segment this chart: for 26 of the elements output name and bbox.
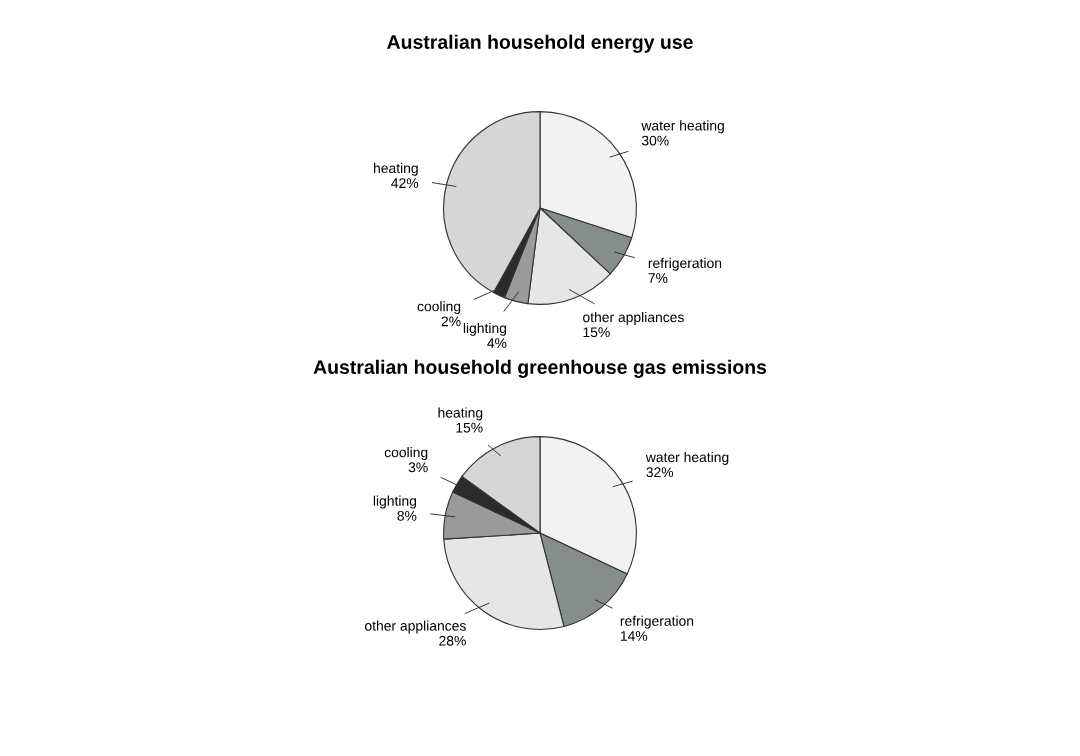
slice-label: heating [438,407,483,421]
data-label: 8% [397,510,417,521]
data-label: 28% [439,635,466,646]
slice-label: heating [374,162,418,176]
slice-label: water heating [641,120,724,134]
data-label: 32% [646,467,674,478]
slice-label: lighting [463,322,507,336]
slice-label: lighting [373,495,416,509]
data-label: 4% [487,338,507,348]
data-label: 15% [456,422,483,433]
data-label: 2% [441,316,461,327]
slice-label: cooling [384,447,428,460]
data-label: 42% [391,178,419,188]
data-label: 14% [620,631,648,641]
chart-title: Australian household energy use [387,34,693,53]
slice-label: other appliances [365,620,466,634]
slice-label: other appliances [583,311,684,325]
data-label: 3% [408,462,428,473]
data-label: 15% [583,327,610,338]
slice-label: cooling [417,301,461,315]
slice-label: refrigeration [620,615,694,629]
slice-label: refrigeration [648,257,722,271]
chart-title: Australian household greenhouse gas emissions [313,359,767,378]
data-label: 7% [648,273,668,283]
slice-label: water heating [645,451,729,465]
data-label: 30% [641,135,669,146]
